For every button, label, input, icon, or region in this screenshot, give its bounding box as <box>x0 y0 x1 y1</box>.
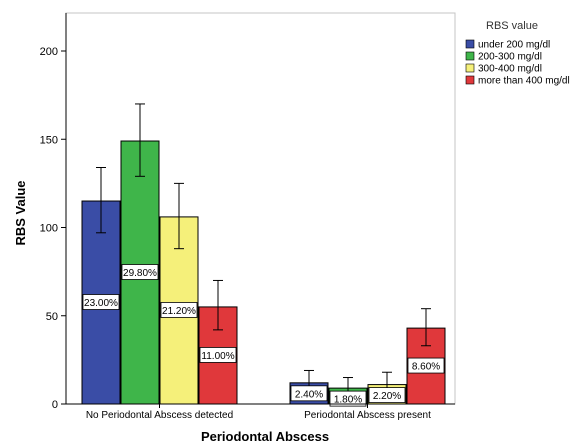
legend-label: 300-400 mg/dl <box>478 64 542 75</box>
value-labels-layer: 23.00% 2.40% 29.80% 1.80% 21.20% 2.20% 11.00% 8… <box>82 264 445 407</box>
data-label-box <box>160 302 198 318</box>
legend-label: more than 400 mg/dl <box>478 76 570 87</box>
y-tick-label: 0 <box>52 399 58 411</box>
data-label: 2.40% <box>295 389 323 400</box>
data-label: 29.80% <box>123 268 157 279</box>
y-tick-label: 200 <box>40 46 58 58</box>
legend-swatch <box>465 51 475 61</box>
data-label: 23.00% <box>84 298 118 309</box>
data-label: 11.00% <box>201 351 234 362</box>
data-label-box <box>368 387 406 403</box>
y-axis-title: RBS Value <box>13 180 28 245</box>
axes-layer: 0 50 100 150 200 No Periodontal Abscess detec… <box>40 13 455 421</box>
legend-label: under 200 mg/dl <box>478 40 550 51</box>
legend-label: 200-300 mg/dl <box>478 52 542 63</box>
data-label-box <box>121 264 159 280</box>
data-label-box <box>290 385 328 402</box>
y-tick-label: 150 <box>40 134 58 146</box>
x-axis-title: Periodontal Abscess <box>201 429 329 444</box>
data-label-box <box>329 390 367 407</box>
data-label: 8.60% <box>412 362 440 373</box>
data-label: 2.20% <box>373 391 401 402</box>
data-label-box <box>199 347 237 363</box>
data-label-box <box>82 294 120 310</box>
legend-swatch <box>465 63 475 73</box>
data-label-box <box>407 357 445 374</box>
data-label: 21.20% <box>162 306 196 317</box>
data-label: 1.80% <box>334 395 362 406</box>
legend-swatch <box>465 75 475 85</box>
y-tick-label: 50 <box>46 311 58 323</box>
x-tick-label: Periodontal Abscess present <box>304 410 431 421</box>
legend-title: RBS value <box>486 20 538 32</box>
x-tick-label: No Periodontal Abscess detected <box>86 410 233 421</box>
y-tick-label: 100 <box>40 223 58 235</box>
legend-swatch <box>465 39 475 49</box>
